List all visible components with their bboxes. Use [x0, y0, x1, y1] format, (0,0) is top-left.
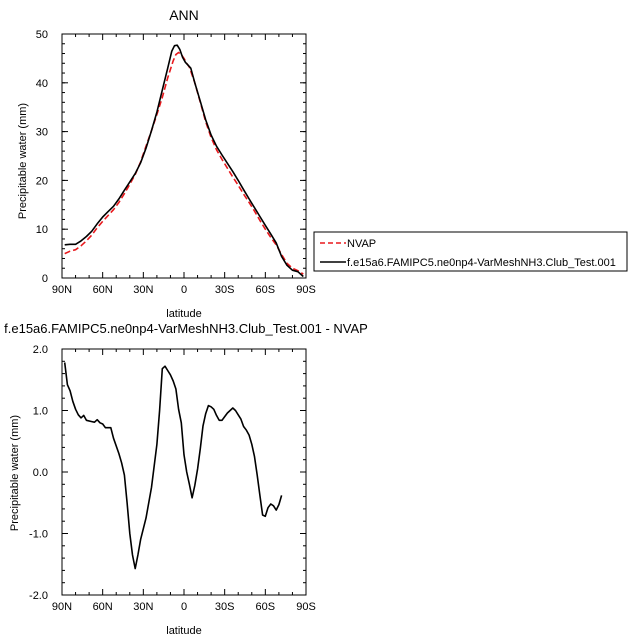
bottom-x-tick-label: 90S [296, 601, 316, 613]
bottom-y-axis-label: Precipitable water (mm) [9, 415, 21, 531]
bottom-plot-area: 90N 60N 30N 0 30S 60S 90S -2.0 -1.0 0.0 1.0 2.0 [29, 344, 316, 613]
bottom-y-tick-label: 0.0 [33, 467, 48, 479]
top-x-tick-label: 30N [133, 284, 153, 296]
bottom-plot-frame [61, 348, 307, 596]
top-y-tick-label: 10 [36, 224, 48, 236]
legend-box [313, 231, 628, 272]
top-x-tick-label: 90S [296, 284, 316, 296]
bottom-x-tick-label: 30S [215, 601, 235, 613]
bottom-x-tick-label: 0 [181, 601, 187, 613]
legend-label-nvap: NVAP [347, 238, 376, 250]
top-chart-title: ANN [169, 7, 199, 23]
bottom-chart-title: f.e15a6.FAMIPC5.ne0np4-VarMeshNH3.Club_T… [4, 321, 368, 336]
top-series-line-model [64, 44, 304, 278]
bottom-x-tick-label: 60N [93, 601, 113, 613]
legend-label-model: f.e15a6.FAMIPC5.ne0np4-VarMeshNH3.Club_T… [347, 257, 616, 269]
bottom-y-tick-label: -2.0 [29, 590, 48, 602]
top-y-tick-label: 20 [36, 175, 48, 187]
top-y-tick-label: 50 [36, 29, 48, 41]
top-series-line-nvap [64, 51, 304, 275]
top-x-tick-label: 30S [215, 284, 235, 296]
top-plot-frame [61, 33, 307, 279]
top-y-tick-label: 0 [42, 273, 48, 285]
top-y-tick-label: 40 [36, 78, 48, 90]
bottom-y-tick-label: 1.0 [33, 406, 48, 418]
bottom-x-axis-label: latitude [166, 625, 201, 637]
bottom-x-tick-label: 90N [52, 601, 72, 613]
bottom-y-tick-label: -1.0 [29, 529, 48, 541]
bottom-panel: f.e15a6.FAMIPC5.ne0np4-VarMeshNH3.Club_T… [4, 321, 368, 637]
top-y-tick-label: 30 [36, 127, 48, 139]
bottom-series-line-difference [63, 362, 283, 570]
top-x-tick-label: 60N [93, 284, 113, 296]
top-x-tick-label: 60S [256, 284, 276, 296]
bottom-x-tick-label: 30N [133, 601, 153, 613]
bottom-x-tick-label: 60S [256, 601, 276, 613]
top-plot-area: 90N 60N 30N 0 30S 60S 90S 0 10 20 30 40 50 [36, 29, 316, 296]
top-y-axis-label: Precipitable water (mm) [17, 103, 29, 219]
top-x-axis-label: latitude [166, 308, 201, 320]
bottom-y-tick-label: 2.0 [33, 344, 48, 356]
top-x-tick-label: 90N [52, 284, 72, 296]
top-panel: ANN latitude Precipitable water (mm) 90N… [17, 7, 316, 320]
top-x-tick-label: 0 [181, 284, 187, 296]
legend: NVAP f.e15a6.FAMIPC5.ne0np4-VarMeshNH3.C… [313, 231, 628, 272]
